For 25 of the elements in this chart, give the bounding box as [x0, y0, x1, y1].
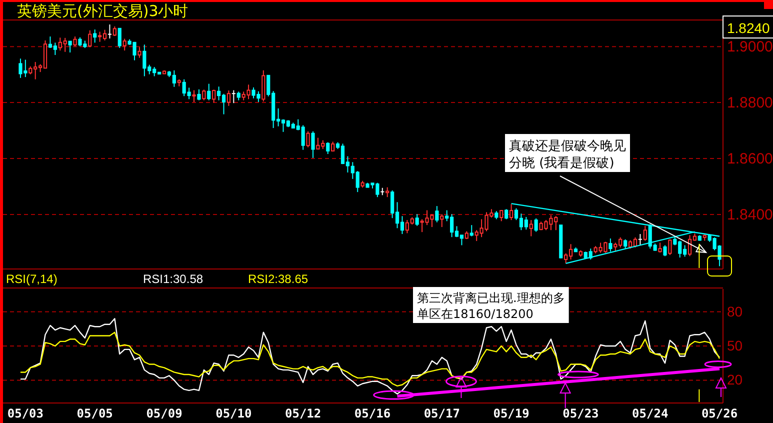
x-tick-label: 05/17	[424, 406, 460, 421]
y-tick-label: 1.8400	[727, 206, 773, 224]
text: RSI2:38.65	[248, 272, 308, 286]
x-tick-label: 05/03	[7, 406, 44, 421]
y-tick-label: 1.8600	[727, 150, 773, 168]
x-tick-label: 05/09	[146, 406, 182, 421]
x-tick-label: 05/26	[701, 406, 738, 421]
y-tick-label: 50	[727, 337, 743, 354]
y-tick-label: 1.8800	[727, 94, 773, 112]
text: 1.8240	[727, 20, 770, 36]
text: RSI1:30.58	[143, 272, 204, 286]
annotation: 真破还是假破今晚见分晓 (我看是假破)	[509, 139, 626, 171]
x-tick-label: 05/24	[632, 406, 668, 421]
x-tick-label: 05/16	[354, 406, 391, 421]
x-tick-label: 05/10	[216, 406, 252, 421]
x-tick-label: 05/23	[562, 406, 599, 421]
y-tick-label: 20	[727, 372, 743, 388]
x-tick-label: 05/19	[493, 406, 530, 421]
x-tick-label: 05/12	[285, 406, 322, 421]
y-tick-label: 1.9000	[727, 38, 773, 56]
x-tick-label: 05/05	[76, 406, 113, 421]
chart-title: 英镑美元(外汇交易)3小时	[17, 2, 188, 20]
annotation: 第三次背离已出现.理想的多单区在18160/18200	[417, 291, 565, 321]
chart-title: RSI(7,14)	[6, 272, 58, 286]
y-tick-label: 80	[727, 303, 743, 320]
